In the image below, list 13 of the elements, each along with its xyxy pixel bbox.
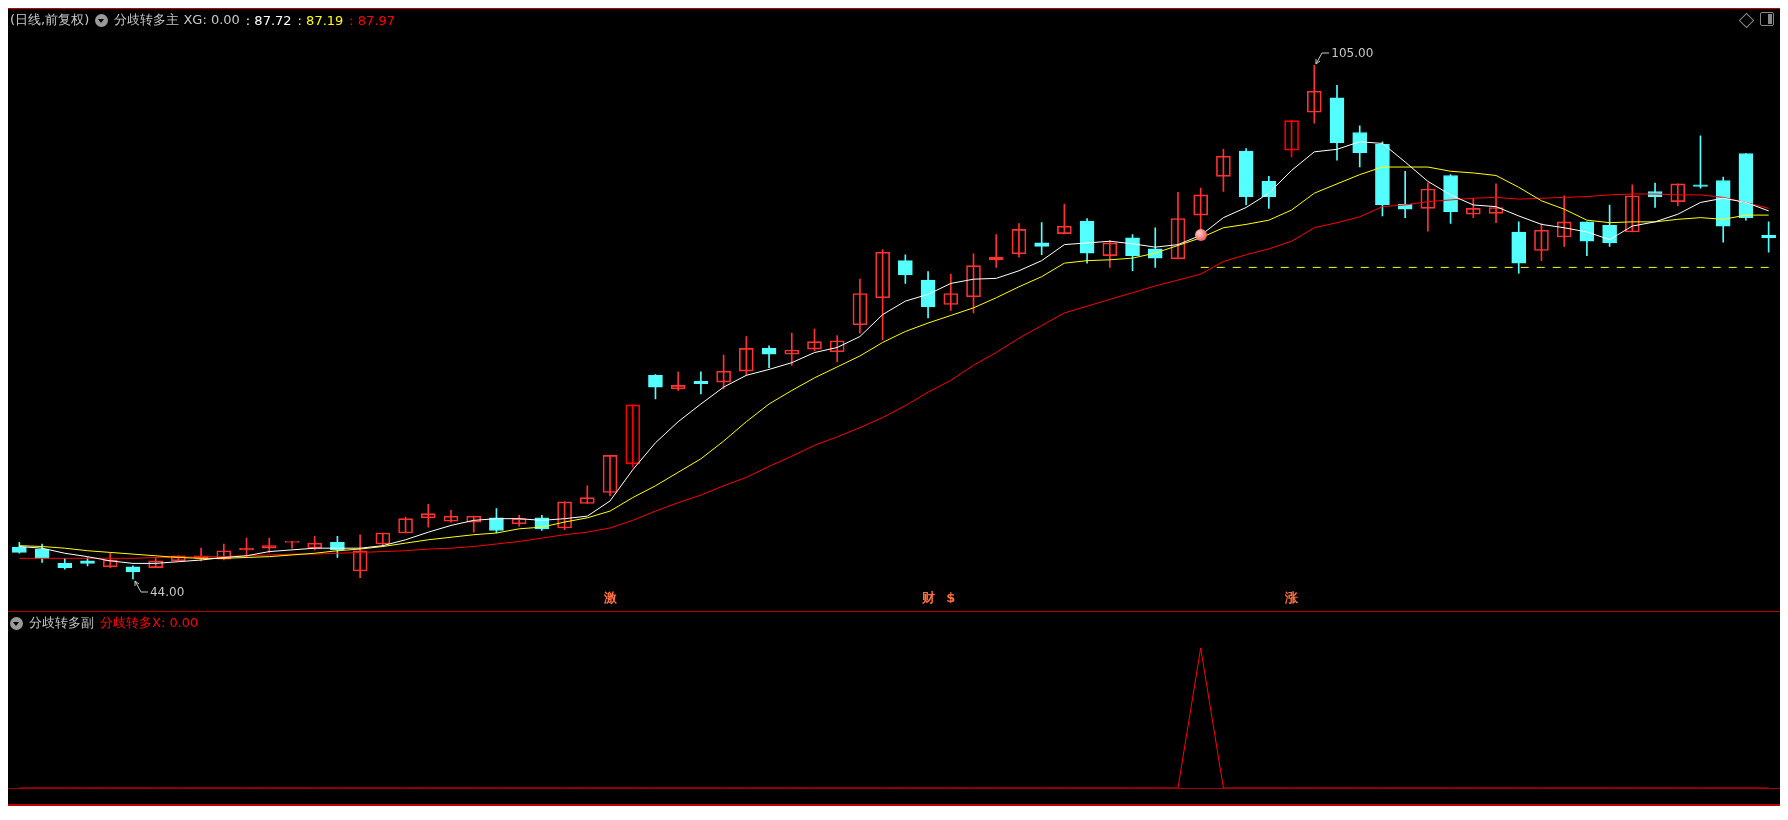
x-tick-label: 财 (920, 589, 935, 605)
text: 105.00 (1331, 46, 1374, 60)
chart-title: (日线,前复权) (10, 11, 90, 29)
text: : 87.97 (349, 12, 396, 28)
text: : 87.72 (245, 12, 292, 28)
x-tick-label: 激 (602, 589, 618, 605)
x-tick-label: $ (946, 589, 956, 605)
text: 分歧转多X: 0.00 (100, 614, 199, 632)
text: : 87.19 (297, 12, 344, 28)
chart-title: 分歧转多副 (29, 614, 94, 632)
chart-subtitle: 分歧转多主 XG: 0.00 (114, 11, 240, 29)
x-tick-label: 涨 (1284, 589, 1300, 605)
text: 44.00 (149, 585, 185, 600)
